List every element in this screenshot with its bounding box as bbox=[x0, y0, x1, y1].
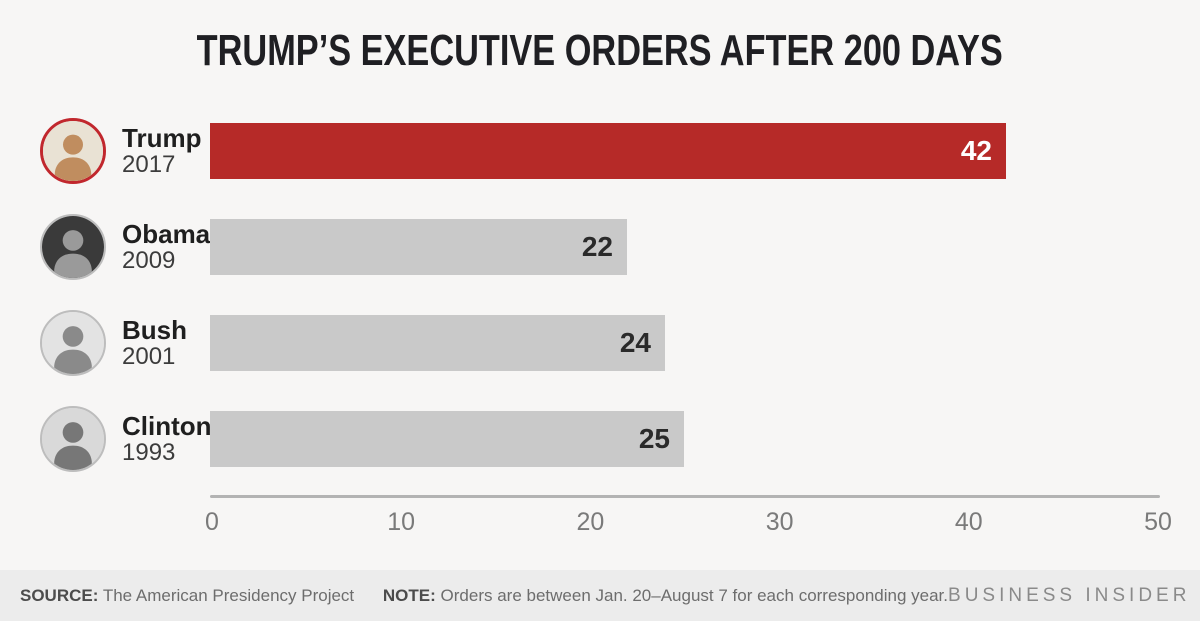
president-year: 2001 bbox=[122, 343, 176, 370]
president-name: Trump bbox=[122, 123, 202, 153]
bar-value: 25 bbox=[638, 423, 670, 454]
president-year: 2017 bbox=[122, 151, 176, 178]
x-tick-label: 0 bbox=[205, 508, 219, 536]
person-silhouette-icon bbox=[42, 312, 104, 374]
business-insider-logo: BUSINESS INSIDER bbox=[948, 584, 1191, 606]
note-text: Orders are between Jan. 20–August 7 for … bbox=[440, 585, 949, 605]
bar-value: 24 bbox=[619, 327, 651, 358]
person-silhouette-icon bbox=[43, 121, 103, 181]
footer-attribution: SOURCE: The American Presidency Project … bbox=[20, 586, 948, 606]
avatar-trump bbox=[40, 118, 106, 184]
x-tick-label: 50 bbox=[1144, 508, 1172, 536]
avatar-obama bbox=[40, 214, 106, 280]
x-tick-label: 30 bbox=[765, 508, 794, 536]
bar-obama: 22 bbox=[210, 219, 627, 275]
x-axis-line bbox=[210, 495, 1160, 498]
president-year: 1993 bbox=[122, 439, 176, 466]
president-name: Clinton bbox=[122, 411, 212, 441]
bar-trump: 42 bbox=[210, 123, 1006, 179]
x-tick-label: 20 bbox=[576, 508, 605, 536]
chart-row-trump: Trump 2017 42 bbox=[0, 118, 1200, 184]
president-name: Obama bbox=[122, 219, 211, 249]
chart-title: TRUMP’S EXECUTIVE ORDERS AFTER 200 DAYS bbox=[196, 26, 1004, 75]
label-block-bush: Bush 2001 bbox=[122, 310, 187, 376]
president-name: Bush bbox=[122, 315, 187, 345]
bar-value: 22 bbox=[581, 231, 613, 262]
title-wrap: TRUMP’S EXECUTIVE ORDERS AFTER 200 DAYS bbox=[0, 26, 1200, 76]
x-tick-label: 10 bbox=[387, 508, 416, 536]
avatar-bush bbox=[40, 310, 106, 376]
source-text: The American Presidency Project bbox=[102, 585, 355, 605]
bar-clinton: 25 bbox=[210, 411, 684, 467]
chart-row-bush: Bush 2001 24 bbox=[0, 310, 1200, 376]
label-block-obama: Obama 2009 bbox=[122, 214, 210, 280]
avatar-clinton bbox=[40, 406, 106, 472]
x-tick-label: 40 bbox=[954, 508, 983, 536]
label-block-clinton: Clinton 1993 bbox=[122, 406, 212, 472]
bar-bush: 24 bbox=[210, 315, 665, 371]
note-label: NOTE: bbox=[382, 585, 436, 605]
source-label: SOURCE: bbox=[20, 585, 99, 605]
footer: SOURCE: The American Presidency Project … bbox=[0, 570, 1200, 621]
x-axis-ticks: 0 10 20 30 40 50 bbox=[205, 508, 1172, 538]
chart-row-obama: Obama 2009 22 bbox=[0, 214, 1200, 280]
person-silhouette-icon bbox=[42, 216, 104, 278]
person-silhouette-icon bbox=[42, 408, 104, 470]
bar-value: 42 bbox=[960, 135, 992, 166]
label-block-trump: Trump 2017 bbox=[122, 118, 201, 184]
president-year: 2009 bbox=[122, 247, 176, 274]
chart-row-clinton: Clinton 1993 25 bbox=[0, 406, 1200, 472]
